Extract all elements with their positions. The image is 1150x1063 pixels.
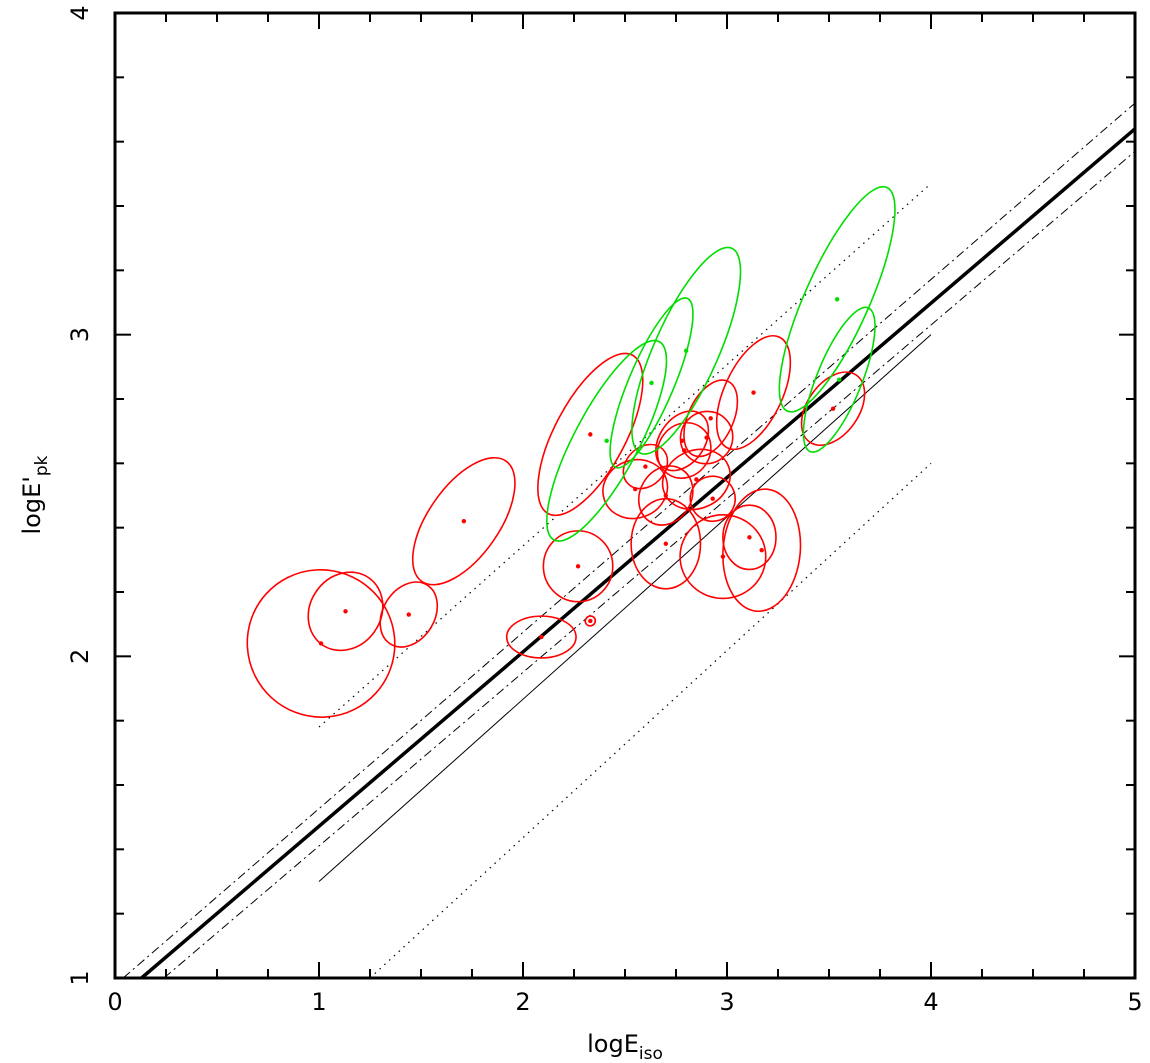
red-data-point	[663, 541, 668, 546]
y-tick-label: 1	[66, 970, 94, 985]
plot-frame	[113, 11, 1137, 980]
red-data-point	[694, 477, 699, 482]
x-tick-label: 0	[107, 988, 122, 1016]
red-data-point	[643, 464, 648, 469]
green-data-point	[604, 438, 609, 444]
y-tick-label: 3	[66, 327, 94, 342]
red-error-ellipse	[656, 422, 712, 479]
red-error-ellipse	[655, 410, 710, 472]
red-data-point	[633, 486, 638, 492]
red-data-point	[747, 535, 752, 540]
red-data-point	[759, 547, 764, 553]
x-tick-label: 5	[1127, 988, 1142, 1016]
red-data-point	[575, 564, 581, 569]
red-data-point	[751, 390, 756, 395]
x-tick-label: 3	[719, 988, 734, 1016]
green-error-ellipse	[778, 185, 896, 413]
fit-line-thin-solid-3	[318, 334, 932, 882]
axis-ticks	[114, 12, 1136, 979]
red-error-ellipse	[630, 497, 702, 590]
red-error-ellipse	[584, 615, 597, 627]
red-error-ellipse	[722, 504, 777, 571]
red-data-point	[710, 496, 715, 501]
red-error-ellipse	[537, 352, 644, 517]
green-data-point	[837, 377, 842, 382]
x-axis-title: logEiso	[587, 1030, 663, 1063]
y-axis-title-sub: pk	[32, 455, 52, 476]
red-error-ellipse	[246, 568, 396, 718]
y-tick-label: 2	[66, 649, 94, 664]
y-axis-title-main: logE'	[18, 476, 46, 534]
red-data-point	[663, 493, 668, 498]
red-data-point	[343, 609, 348, 614]
red-data-point	[830, 406, 836, 411]
red-data-point	[461, 519, 467, 524]
fit-lines	[122, 102, 1137, 980]
red-error-ellipse	[505, 615, 577, 659]
red-data-point	[588, 618, 593, 624]
red-error-ellipse	[715, 334, 792, 451]
red-data-point	[704, 435, 709, 440]
green-error-ellipse	[609, 297, 694, 469]
y-tick-label: 4	[66, 5, 94, 20]
x-axis-title-sub: iso	[639, 1044, 663, 1063]
y-axis-title: logE'pk	[18, 455, 52, 534]
red-data-point	[406, 612, 411, 617]
error-ellipses	[246, 185, 896, 718]
green-data-point	[834, 297, 840, 302]
red-data-point	[681, 448, 687, 453]
data-points	[318, 297, 842, 646]
green-error-ellipse	[631, 246, 742, 455]
red-data-point	[539, 634, 544, 640]
red-error-ellipse	[800, 371, 866, 446]
red-error-ellipse	[411, 456, 516, 586]
red-data-point	[318, 641, 324, 646]
fit-line-dash-dot-2	[163, 150, 1136, 979]
fit-line-dotted-5	[369, 462, 932, 979]
red-error-ellipse	[379, 581, 439, 648]
red-data-point	[588, 432, 593, 437]
green-error-ellipse	[802, 306, 876, 453]
red-error-ellipse	[722, 488, 802, 613]
red-error-ellipse	[679, 410, 734, 465]
red-error-ellipse	[622, 443, 669, 490]
x-tick-label: 4	[923, 988, 938, 1016]
green-data-point	[684, 348, 689, 353]
red-data-point	[679, 438, 685, 444]
x-axis-title-main: logE	[587, 1030, 639, 1058]
x-tick-label: 1	[311, 988, 326, 1016]
fit-line-dash-dot-1	[122, 102, 1136, 979]
red-error-ellipse	[542, 530, 614, 603]
red-error-ellipse	[679, 513, 767, 600]
x-tick-label: 2	[515, 988, 530, 1016]
fit-line-thick-solid-0	[140, 127, 1137, 980]
red-data-point	[720, 554, 726, 559]
green-data-point	[649, 380, 654, 386]
red-error-ellipse	[689, 475, 736, 523]
red-error-ellipse	[683, 379, 739, 458]
red-data-point	[708, 416, 713, 421]
